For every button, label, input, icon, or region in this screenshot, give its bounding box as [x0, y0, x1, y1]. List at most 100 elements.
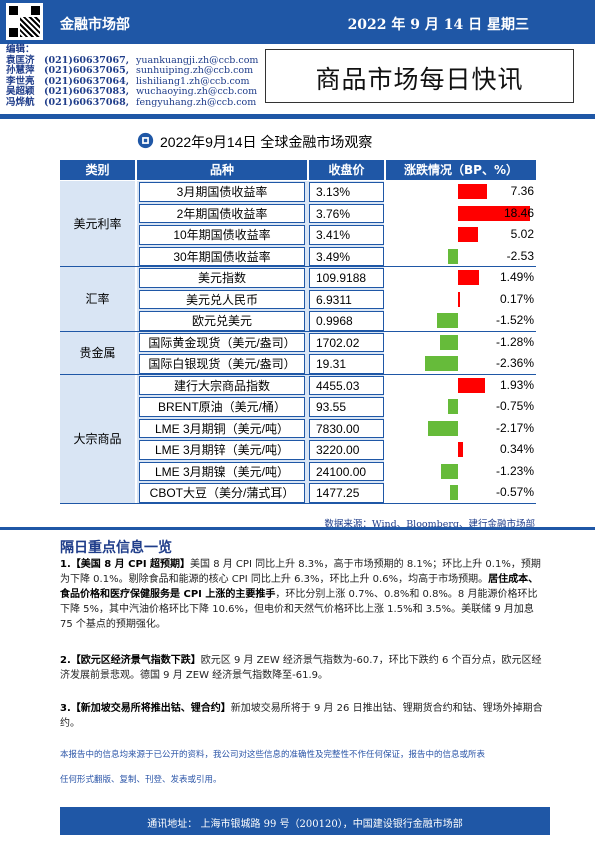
change-bar — [458, 377, 486, 393]
disclaimer-line-1: 本报告中的信息均来源于已公开的资料，我公司对这些信息的准确性及完整性不作任何保证… — [60, 750, 486, 760]
change-bar — [458, 184, 487, 199]
editor-phone: (021)60637065, — [44, 65, 130, 77]
instrument-name: 国际黄金现货（美元/盎司） — [139, 332, 305, 352]
editors-list: 编辑： 袁匡济 (021)60637067, yuankuangji.zh@ccb.… — [6, 44, 259, 109]
closing-value: 93.55 — [309, 397, 384, 417]
news-heading: 隔日重点信息一览 — [60, 540, 172, 556]
change-bar — [436, 313, 458, 328]
change-bar — [458, 205, 530, 221]
change-value: 7.36 — [510, 184, 534, 198]
group-background — [137, 374, 384, 503]
change-value: 1.49% — [499, 270, 534, 284]
change-value: 5.02 — [510, 227, 534, 241]
editor-row: 袁匡济 (021)60637067, yuankuangji.zh@ccb.com — [6, 54, 259, 67]
closing-value: 19.31 — [309, 354, 384, 374]
change-bar — [447, 399, 458, 414]
news-item-2-text: 欧元区 9 月 ZEW 经济景气指数为-60.7，环比下跌约 6 个百分点，欧元… — [60, 655, 542, 681]
instrument-name: 国际白银现货（美元/盎司） — [139, 354, 305, 374]
title-box: 商品市场每日快讯 — [265, 49, 574, 103]
instrument-name: CBOT大豆（美分/蒲式耳） — [139, 483, 305, 503]
news-item-3-tag: 3.【新加坡交易所将推出钴、锂合约】 — [60, 703, 231, 714]
change-value: 18.46 — [503, 205, 534, 220]
group-separator — [60, 502, 536, 504]
change-value: -0.57% — [495, 485, 534, 499]
editor-email[interactable]: fengyuhang.zh@ccb.com — [136, 96, 257, 108]
closing-value: 4455.03 — [309, 375, 384, 395]
closing-value: 3.13% — [309, 182, 384, 202]
closing-value: 3.76% — [309, 203, 384, 223]
change-value: -1.52% — [495, 313, 534, 327]
instrument-name: BRENT原油（美元/桶） — [139, 397, 305, 417]
change-value: 0.17% — [499, 291, 534, 306]
change-value: -2.36% — [495, 356, 534, 370]
disclaimer-line-2: 任何形式翻版、复制、刊登、发表或引用。 — [60, 775, 222, 785]
header-value: 收盘价 — [309, 160, 384, 180]
change-value: -1.28% — [495, 334, 534, 349]
change-bar — [427, 420, 458, 436]
news-item-1-text: 美国 8 月 CPI 同比上升 8.3%，高于市场预期的 8.1%；环比上升 0… — [60, 559, 541, 585]
editor-email[interactable]: yuankuangji.zh@ccb.com — [136, 54, 259, 66]
editor-row: 吴超颖 (021)60637083, wuchaoying.zh@ccb.com — [6, 87, 258, 98]
instrument-name: 美元指数 — [139, 268, 305, 288]
page-title: 商品市场每日快讯 — [315, 65, 524, 94]
department-name: 金融市场部 — [60, 17, 130, 33]
change-value: -0.75% — [495, 399, 534, 413]
instrument-name: 10年期国债收益率 — [139, 225, 305, 245]
editors-label: 编辑： — [6, 44, 35, 55]
editor-email[interactable]: sunhuiping.zh@ccb.com — [136, 65, 254, 77]
header-change: 涨跌情况（BP、%） — [386, 160, 536, 180]
header-category: 类别 — [60, 160, 135, 180]
report-date: 2022 年 9 月 14 日 星期三 — [347, 17, 529, 33]
editor-row: 冯烨航 (021)60637068, fengyuhang.zh@ccb.com — [6, 96, 258, 109]
change-value: -2.53 — [506, 248, 534, 263]
qr-code — [6, 3, 43, 40]
editor-phone: (021)60637068, — [44, 96, 130, 108]
change-value: -1.23% — [495, 463, 534, 478]
editor-name: 冯烨航 — [6, 96, 35, 108]
closing-value: 1702.02 — [309, 332, 384, 352]
instrument-name: 30年期国债收益率 — [139, 246, 305, 266]
change-bar — [440, 463, 458, 479]
data-source: 数据来源：Wind、Bloomberg、建行金融市场部 — [324, 519, 535, 530]
instrument-name: LME 3月期镍（美元/吨） — [139, 461, 305, 481]
editor-name: 孙慧萍 — [6, 65, 35, 77]
change-value: -2.17% — [495, 420, 534, 435]
header-name: 品种 — [137, 160, 307, 180]
news-item-3: 3.【新加坡交易所将推出钴、锂合约】新加坡交易所将于 9 月 26 日推出钴、锂… — [60, 701, 546, 731]
editor-name: 吴超颖 — [6, 86, 35, 98]
editor-row: 孙慧萍 (021)60637065, sunhuiping.zh@ccb.com — [6, 66, 258, 77]
closing-value: 6.9311 — [309, 289, 384, 309]
closing-value: 3.41% — [309, 225, 384, 245]
instrument-name: 建行大宗商品指数 — [139, 375, 305, 395]
instrument-name: 美元兑人民币 — [139, 289, 305, 309]
closing-value: 3.49% — [309, 246, 384, 266]
change-bar — [448, 248, 458, 264]
change-bar — [440, 334, 458, 350]
change-bar — [458, 291, 461, 307]
closing-value: 3220.00 — [309, 440, 384, 460]
editor-email[interactable]: lishiliang1.zh@ccb.com — [136, 75, 250, 87]
news-item-1: 1.【美国 8 月 CPI 超预期】美国 8 月 CPI 同比上升 8.3%，高… — [60, 557, 546, 632]
closing-value: 0.9968 — [309, 311, 384, 331]
category-cell: 美元利率 — [60, 181, 135, 266]
editor-name: 袁匡济 — [6, 54, 35, 66]
change-bar — [458, 227, 478, 242]
header-bar — [0, 0, 595, 44]
instrument-name: 3月期国债收益率 — [139, 182, 305, 202]
editor-email[interactable]: wuchaoying.zh@ccb.com — [136, 86, 258, 98]
footer-address: 通讯地址： 上海市银城路 99 号（200120），中国建设银行金融市场部 — [147, 819, 463, 830]
group-separator — [60, 266, 536, 267]
group-separator — [60, 330, 536, 332]
change-bar — [458, 270, 479, 285]
divider-middle — [0, 527, 595, 530]
editor-phone: (021)60637067, — [44, 54, 130, 66]
news-item-1-tag: 1.【美国 8 月 CPI 超预期】 — [60, 559, 191, 570]
news-item-2: 2.【欧元区经济景气指数下跌】欧元区 9 月 ZEW 经济景气指数为-60.7，… — [60, 653, 546, 683]
ccb-logo-icon — [137, 132, 154, 149]
category-cell: 汇率 — [60, 267, 135, 331]
change-bar — [458, 442, 463, 457]
news-item-1-text-2: ，环比分别上涨 0.7%、0.8%和 0.8%。8 月能源价格环比下降 5%，其… — [60, 589, 538, 630]
editor-row: 李世亮 (021)60637064, lishiliang1.zh@ccb.com — [6, 75, 258, 88]
news-item-2-tag: 2.【欧元区经济景气指数下跌】 — [60, 655, 201, 666]
change-bar — [424, 356, 458, 371]
